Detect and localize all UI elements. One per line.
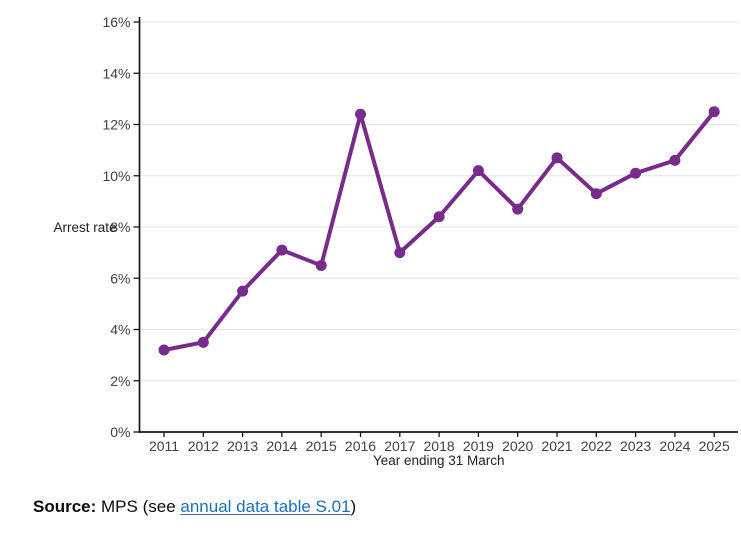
source-text-post: ) [350, 497, 357, 516]
y-axis-tick-label: 14% [102, 65, 130, 81]
data-point-2024 [669, 154, 681, 166]
data-point-2020 [512, 203, 524, 215]
x-axis-tick-label: 2015 [306, 438, 337, 454]
x-axis-tick-label: 2011 [149, 438, 179, 454]
y-axis-tick-label: 4% [110, 322, 130, 338]
x-axis-tick-label: 2017 [384, 438, 415, 454]
data-point-2021 [551, 152, 563, 164]
chart-canvas: 0% 2% 4% 6% 8% 10% 12% 14% 16% 2011 2012 2013 2014 20… [53, 14, 738, 468]
x-axis-tick-label: 2019 [463, 438, 494, 454]
data-point-2023 [630, 167, 642, 179]
data-point-2012 [197, 336, 209, 348]
data-point-2011 [158, 344, 170, 356]
data-point-2015 [315, 259, 327, 271]
y-axis-tick-label: 10% [102, 168, 130, 184]
data-point-2017 [394, 247, 406, 259]
y-axis-tick-label: 12% [102, 117, 130, 133]
y-axis-tick-label: 16% [102, 14, 130, 30]
x-axis-tick-label: 2021 [541, 438, 572, 454]
data-point-2013 [237, 285, 249, 297]
x-axis-tick-label: 2025 [699, 438, 730, 454]
x-axis-tick-label: 2024 [659, 438, 690, 454]
y-axis-tick-label: 8% [110, 219, 130, 235]
data-point-2019 [472, 165, 484, 177]
data-point-2022 [590, 188, 602, 200]
source-line: Source: MPS (see annual data table S.01) [33, 496, 356, 518]
source-label: Source: [33, 497, 97, 516]
x-axis-tick-label: 2012 [188, 438, 219, 454]
trend-line [162, 109, 717, 352]
x-axis-tick-label: 2018 [424, 438, 455, 454]
x-axis-title: Year ending 31 March [373, 453, 505, 468]
y-axis-title: Arrest rate [53, 220, 116, 235]
x-axis-tick-label: 2013 [227, 438, 258, 454]
annual-data-table-link[interactable]: annual data table S.01 [180, 497, 351, 516]
source-text-pre: MPS (see [96, 497, 181, 516]
data-point-2025 [708, 106, 720, 118]
y-axis-tick-label: 0% [110, 424, 130, 440]
x-axis-tick-label: 2022 [581, 438, 612, 454]
x-axis-tick-label: 2014 [266, 438, 297, 454]
data-point-2016 [355, 108, 366, 120]
y-axis-tick-label: 6% [110, 270, 130, 286]
x-axis-tick-label: 2020 [502, 438, 533, 454]
data-point-2018 [433, 211, 445, 223]
y-axis-tick-label: 2% [110, 373, 130, 389]
arrest-rate-line-chart: 0% 2% 4% 6% 8% 10% 12% 14% 16% 2011 2012 2013 2014 20… [53, 14, 738, 468]
data-point-2014 [276, 244, 288, 256]
x-axis-tick-label: 2023 [620, 438, 651, 454]
x-axis-tick-label: 2016 [345, 438, 376, 454]
